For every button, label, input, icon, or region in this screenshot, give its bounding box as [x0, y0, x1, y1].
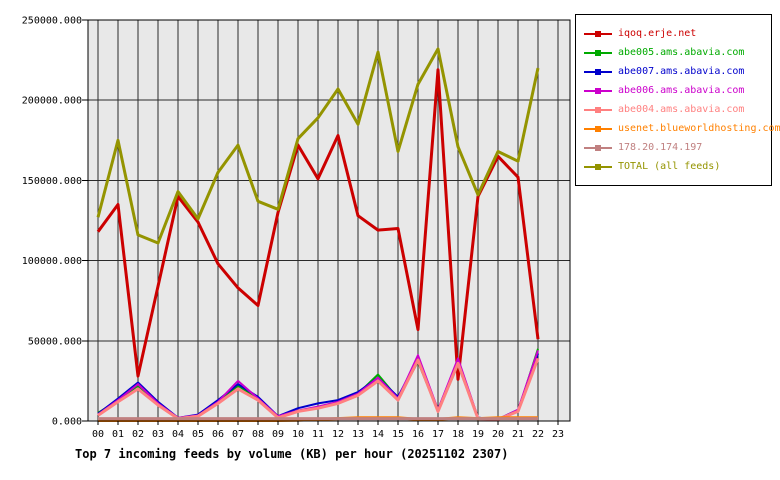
x-tick-label: 06 [212, 429, 224, 440]
x-tick-label: 00 [92, 429, 104, 440]
x-tick-label: 12 [332, 429, 344, 440]
legend-point-marker [595, 30, 601, 37]
legend-line-swatch [584, 125, 612, 132]
legend-item-7: TOTAL (all feeds) [576, 157, 771, 176]
legend-item-0: iqoq.erje.net [576, 24, 771, 43]
y-tick-label: 0.000 [52, 417, 82, 428]
plot-frame [87, 19, 571, 422]
x-tick-label: 09 [272, 429, 284, 440]
x-tick-label: 22 [532, 429, 544, 440]
y-tick-label: 150000.000 [22, 176, 82, 187]
x-tick-label: 20 [492, 429, 504, 440]
legend-label: usenet.blueworldhosting.com [618, 123, 780, 134]
legend-line-swatch [584, 68, 612, 75]
legend-point-marker [595, 163, 601, 170]
series-line-4 [97, 357, 540, 421]
legend-line-swatch [584, 144, 612, 151]
x-tick-label: 07 [232, 429, 244, 440]
series-line-7 [96, 47, 540, 245]
legend-item-1: abe005.ams.abavia.com [576, 43, 771, 62]
x-tick-label: 01 [112, 429, 124, 440]
x-tick-label: 19 [472, 429, 484, 440]
y-tick-label: 50000.000 [28, 336, 82, 347]
legend-point-marker [595, 106, 601, 113]
legend-item-5: usenet.blueworldhosting.com [576, 119, 780, 138]
x-tick-label: 05 [192, 429, 204, 440]
x-tick-label: 08 [252, 429, 264, 440]
series-line-0 [96, 68, 540, 381]
legend-line-swatch [584, 163, 612, 170]
legend-item-3: abe006.ams.abavia.com [576, 81, 771, 100]
legend-label: abe005.ams.abavia.com [618, 47, 745, 58]
x-tick-label: 13 [352, 429, 364, 440]
legend-line-swatch [584, 30, 612, 37]
x-tick-label: 21 [512, 429, 524, 440]
legend-line-swatch [584, 49, 612, 56]
legend-label: abe006.ams.abavia.com [618, 85, 745, 96]
y-tick-label: 200000.000 [22, 96, 82, 107]
x-tick-label: 02 [132, 429, 144, 440]
legend-item-6: 178.20.174.197 [576, 138, 771, 157]
legend-point-marker [595, 87, 601, 94]
legend-label: abe004.ams.abavia.com [618, 104, 745, 115]
x-tick-label: 15 [392, 429, 404, 440]
legend-point-marker [595, 49, 601, 56]
x-tick-label: 16 [412, 429, 424, 440]
x-tick-label: 04 [172, 429, 184, 440]
legend-line-swatch [584, 106, 612, 113]
x-tick-label: 23 [552, 429, 564, 440]
legend-label: 178.20.174.197 [618, 142, 703, 153]
legend-point-marker [595, 144, 601, 151]
legend-label: TOTAL (all feeds) [618, 161, 721, 172]
legend-point-marker [595, 68, 601, 75]
legend-point-marker [595, 125, 601, 132]
y-tick-label: 100000.000 [22, 256, 82, 267]
x-tick-label: 11 [312, 429, 324, 440]
y-tick-label: 250000.000 [22, 16, 82, 27]
chart-title: Top 7 incoming feeds by volume (KB) per … [75, 447, 508, 461]
x-tick-label: 03 [152, 429, 164, 440]
legend-label: abe007.ams.abavia.com [618, 66, 745, 77]
x-tick-label: 18 [452, 429, 464, 440]
legend-label: iqoq.erje.net [618, 28, 697, 39]
legend-item-2: abe007.ams.abavia.com [576, 62, 771, 81]
legend-line-swatch [584, 87, 612, 94]
x-tick-label: 10 [292, 429, 304, 440]
x-tick-label: 14 [372, 429, 384, 440]
x-tick-label: 17 [432, 429, 444, 440]
gridlines [88, 20, 570, 421]
legend-item-4: abe004.ams.abavia.com [576, 100, 771, 119]
legend: iqoq.erje.net abe005.ams.abavia.com abe007… [575, 14, 780, 186]
